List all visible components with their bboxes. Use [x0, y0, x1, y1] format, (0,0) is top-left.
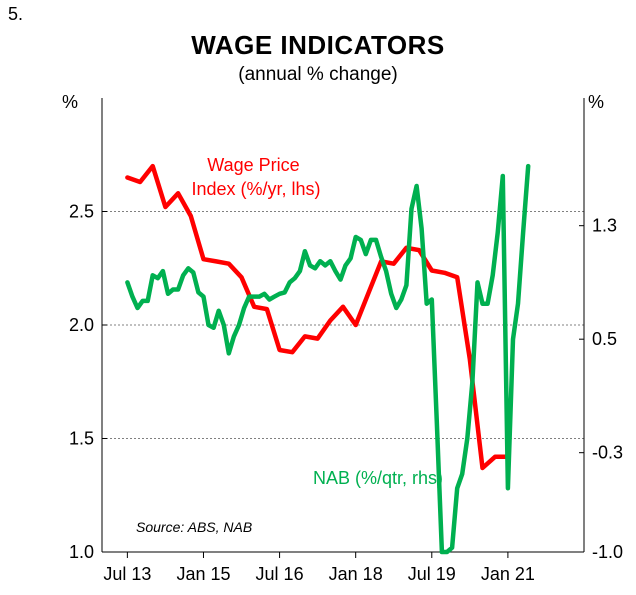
wpi-label-line-1: Wage Price [207, 155, 299, 175]
axes [101, 98, 585, 558]
tick-labels: 1.0 1.5 2.0 2.5 -1.0 -0.3 0.5 1.3 Jul 13 Jan 15 Ju… [69, 202, 623, 585]
figure-number: 5. [8, 4, 24, 24]
left-tick-label-0: 1.0 [69, 542, 94, 562]
left-tick-label-3: 2.5 [69, 202, 94, 222]
x-tick-label-4: Jul 19 [408, 564, 456, 584]
right-tick-label-0: -1.0 [592, 542, 623, 562]
right-axis-unit: % [588, 92, 604, 112]
series-lines [125, 163, 531, 555]
nab-series-label: NAB (%/qtr, rhs) [313, 468, 443, 488]
right-tick-label-3: 1.3 [592, 216, 617, 236]
right-tick-label-2: 0.5 [592, 329, 617, 349]
left-tick-label-2: 2.0 [69, 315, 94, 335]
x-tick-label-5: Jan 21 [481, 564, 535, 584]
x-tick-label-3: Jan 18 [329, 564, 383, 584]
nab-line [125, 163, 531, 555]
left-axis-unit: % [62, 92, 78, 112]
wpi-line [125, 163, 511, 471]
right-tick-label-1: -0.3 [592, 443, 623, 463]
source-note: Source: ABS, NAB [136, 519, 252, 535]
x-tick-label-0: Jul 13 [103, 564, 151, 584]
x-tick-label-1: Jan 15 [176, 564, 230, 584]
chart-subtitle: (annual % change) [238, 64, 398, 85]
chart-title: WAGE INDICATORS [191, 30, 445, 60]
x-tick-label-2: Jul 16 [256, 564, 304, 584]
wpi-series-label: Wage Price Index (%/yr, lhs) [191, 155, 320, 199]
wpi-label-line-2: Index (%/yr, lhs) [191, 179, 320, 199]
left-tick-label-1: 1.5 [69, 429, 94, 449]
